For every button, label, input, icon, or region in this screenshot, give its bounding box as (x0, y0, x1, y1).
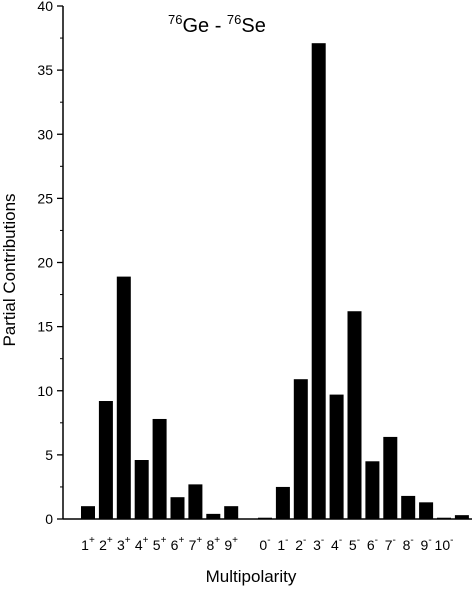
x-tick-label: 1+ (81, 535, 95, 553)
title-sup-1: 76 (227, 12, 241, 27)
x-tick-label: 6- (367, 535, 378, 553)
bar-pos-8 (224, 506, 239, 519)
x-tick-label: 2- (295, 535, 306, 553)
bar-neg-4 (329, 394, 344, 519)
x-tick-label: 8- (403, 535, 414, 553)
bar-pos-3 (134, 460, 149, 519)
x-tick-label: 0- (259, 535, 270, 553)
bar-pos-1 (98, 401, 113, 519)
bar-neg-1 (275, 486, 290, 519)
y-axis-label: Partial Contributions (0, 193, 19, 346)
y-tick-label: 10 (37, 383, 53, 399)
x-tick-label: 1- (277, 535, 288, 553)
bar-neg-7 (383, 436, 398, 519)
bar-neg-6 (365, 461, 380, 519)
title-sup-0: 76 (168, 12, 182, 27)
chart-title: 76Ge - 76Se (168, 12, 266, 37)
bar-neg-8 (401, 495, 416, 519)
bar-pos-2 (116, 276, 131, 519)
bar-pos-5 (170, 497, 185, 519)
bar-neg-2 (293, 379, 308, 519)
bar-neg-10 (437, 517, 451, 519)
x-tick-label: 4+ (135, 535, 149, 553)
x-tick-labels: 1+ 2+ 3+ 4+ 5+ 6+ 7+ 8+ 9+ 0- 1- 2- 3- 4- 5- 6- 7- 8- 9- 10… (81, 535, 453, 553)
x-tick-label: 3- (313, 535, 324, 553)
x-tick-label: 7- (385, 535, 396, 553)
y-tick-label: 30 (37, 126, 53, 142)
bar-pos-6 (188, 484, 203, 519)
bar-neg-0 (258, 517, 272, 519)
bar-neg-5 (347, 311, 362, 519)
y-tick-label: 0 (45, 511, 53, 527)
y-tick-label: 15 (37, 319, 53, 335)
x-tick-label: 3+ (117, 535, 131, 553)
bar-pos-4 (152, 418, 167, 519)
bar-pos-7 (206, 513, 221, 519)
x-tick-label: 8+ (206, 535, 220, 553)
title-part-1: Se (241, 15, 265, 37)
bar-neg-3 (311, 43, 326, 519)
x-tick-label: 7+ (189, 535, 203, 553)
y-tick-label: 20 (37, 255, 53, 271)
x-tick-label: 4- (331, 535, 342, 553)
bars (81, 43, 469, 519)
y-tick-label: 40 (37, 0, 53, 14)
x-tick-label: 9- (421, 535, 432, 553)
bar-neg-11 (454, 515, 469, 519)
x-tick-label: 9+ (224, 535, 238, 553)
x-axis-label: Multipolarity (206, 567, 297, 586)
x-tick-label: 5- (349, 535, 360, 553)
y-tick-labels: 0 5 10 15 20 25 30 35 40 (37, 0, 53, 527)
bar-pos-0 (81, 506, 95, 519)
y-tick-label: 5 (45, 447, 53, 463)
y-tick-label: 35 (37, 62, 53, 78)
title-part-0: Ge - (182, 15, 226, 37)
x-tick-label: 10- (435, 535, 454, 553)
x-tick-label: 5+ (153, 535, 167, 553)
y-tick-label: 25 (37, 190, 53, 206)
x-tick-label: 2+ (99, 535, 113, 553)
x-tick-label: 6+ (171, 535, 185, 553)
bar-neg-9 (419, 502, 434, 519)
